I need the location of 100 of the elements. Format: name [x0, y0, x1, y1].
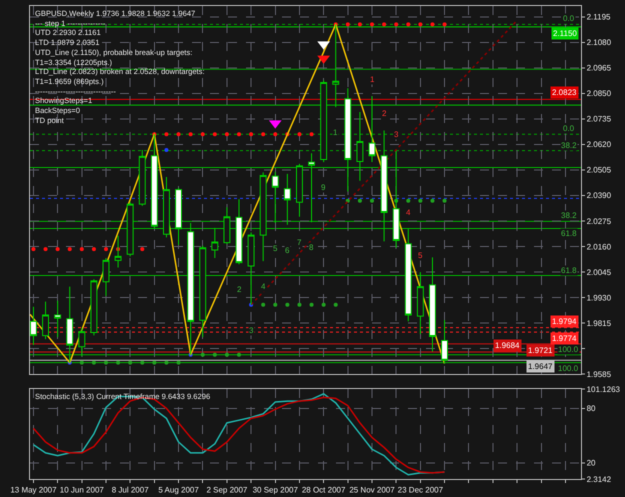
point	[370, 22, 374, 26]
point	[92, 360, 96, 365]
y-tick-label: 2.0045	[586, 268, 612, 277]
annotation: 2	[237, 285, 242, 294]
candlestick	[284, 173, 291, 226]
annotation: 3	[249, 326, 254, 335]
point	[237, 132, 241, 136]
candlestick	[296, 163, 303, 218]
candlestick	[236, 198, 242, 265]
annotation: 0.0	[563, 124, 575, 133]
candlestick	[78, 327, 86, 357]
point	[176, 132, 181, 136]
x-tick-label: 13 May 2007	[10, 486, 58, 495]
point	[358, 198, 362, 203]
point	[418, 22, 422, 26]
point	[44, 247, 48, 252]
candlestick	[150, 134, 158, 230]
point	[297, 302, 302, 307]
point	[261, 302, 266, 307]
point	[406, 22, 410, 26]
candlestick	[308, 152, 316, 223]
point	[212, 352, 217, 357]
candlestick	[380, 130, 388, 242]
y-tick-label: 2.0850	[586, 89, 612, 98]
point	[334, 302, 338, 307]
point	[358, 22, 362, 26]
point	[273, 302, 278, 307]
point	[297, 132, 302, 136]
annotation: 1	[333, 128, 338, 137]
candlestick	[199, 245, 206, 338]
annotation: 9	[321, 183, 326, 192]
ref-line-label: 1.9647	[528, 362, 554, 371]
y-tick-label: 2.1195	[586, 12, 612, 22]
annotation: 1	[370, 75, 375, 84]
candlestick	[66, 286, 74, 364]
candlestick	[162, 176, 170, 238]
y-tick-label: 2.0735	[586, 114, 612, 124]
annotation: 8	[309, 243, 314, 252]
y-tick-label: 1.9815	[586, 318, 612, 328]
candlestick	[441, 320, 448, 364]
x-tick-label: 10 Jun 2007	[60, 486, 104, 495]
y-tick-label: 20	[586, 458, 596, 468]
candlestick	[404, 228, 412, 322]
ref-line-label: 1.9721	[528, 346, 554, 355]
ref-line-label: 2.1150	[553, 29, 578, 38]
point	[212, 132, 217, 136]
point	[394, 22, 398, 26]
point	[200, 352, 205, 357]
point	[80, 247, 84, 252]
candlestick	[54, 300, 62, 338]
annotation: 38.2	[561, 211, 578, 220]
candlestick	[248, 232, 255, 306]
annotation: 6	[285, 246, 290, 255]
point	[346, 22, 350, 26]
candlestick	[272, 171, 279, 224]
ref-line-label: 1.9794	[552, 317, 578, 326]
point	[80, 360, 84, 365]
annotation: 3	[394, 130, 399, 139]
point	[430, 22, 434, 26]
candlestick	[356, 112, 364, 182]
candlestick	[30, 306, 37, 346]
point	[310, 302, 314, 307]
x-tick-label: 8 Jul 2007	[112, 486, 150, 495]
point	[224, 132, 229, 136]
point	[56, 247, 60, 252]
point	[382, 22, 386, 26]
point	[164, 132, 168, 136]
ref-line-label: 1.9774	[552, 334, 578, 343]
point	[176, 360, 181, 365]
y-tick-label: 2.0275	[586, 216, 612, 226]
x-tick-label: 23 Dec 2007	[398, 486, 444, 495]
annotation: 61.8	[561, 266, 578, 275]
point	[152, 360, 156, 365]
y-tick-label: 80	[586, 404, 596, 414]
point	[418, 198, 422, 203]
point	[104, 360, 108, 365]
x-tick-label: 30 Sep 2007	[252, 486, 299, 495]
point	[164, 148, 168, 152]
point	[104, 247, 108, 252]
point	[430, 198, 434, 203]
point	[249, 132, 254, 136]
point	[322, 302, 326, 307]
x-tick-label: 28 Oct 2007	[302, 486, 346, 495]
candlestick	[187, 222, 194, 356]
annotation: 0.0	[563, 14, 575, 23]
point	[68, 247, 72, 252]
y-tick-label: 2.0390	[586, 191, 612, 200]
y-tick-label: 2.0965	[586, 64, 612, 73]
point	[273, 132, 278, 136]
point	[92, 247, 96, 252]
candlestick	[90, 278, 98, 336]
annotation: 5	[418, 251, 423, 260]
y-tick-label: 101.1263	[586, 384, 621, 394]
x-tick-label: 2 Sep 2007	[206, 486, 248, 495]
annotation: 5	[273, 244, 278, 253]
x-tick-label: 25 Nov 2007	[349, 486, 396, 495]
point	[31, 247, 36, 252]
candlestick	[416, 272, 424, 335]
point	[224, 352, 229, 357]
point	[116, 360, 120, 365]
